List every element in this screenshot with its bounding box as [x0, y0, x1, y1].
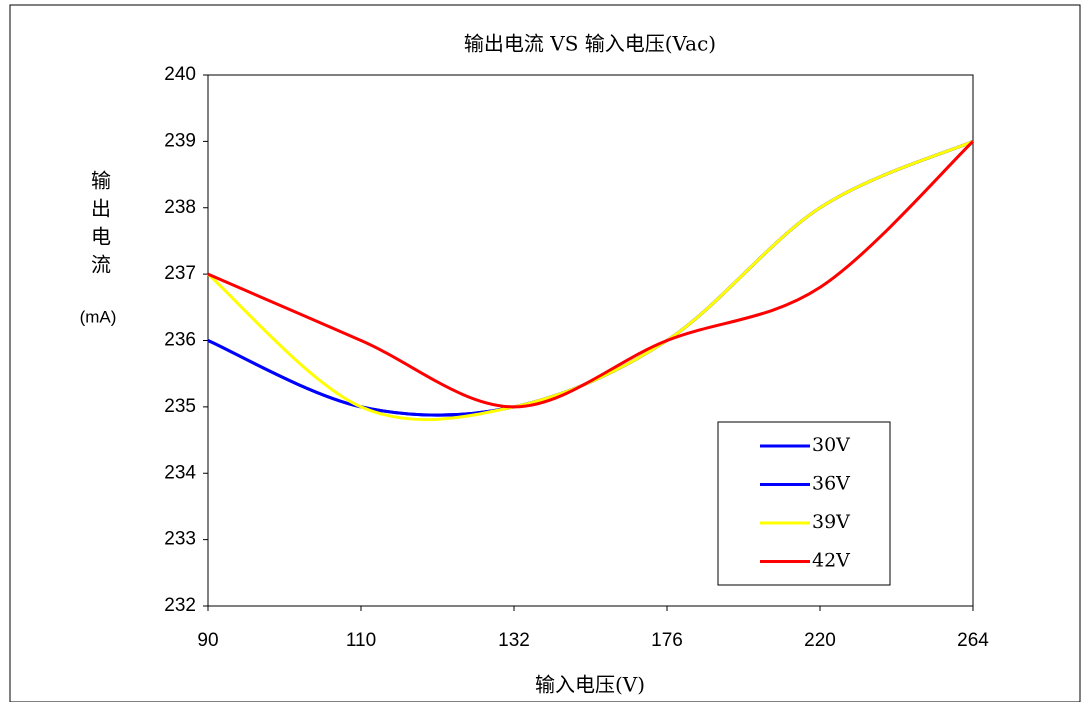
x-tick-label: 132 [498, 630, 530, 651]
y-axis-label: 输出电流 [88, 170, 112, 282]
x-tick-label: 220 [804, 630, 836, 651]
y-tick-label: 237 [164, 263, 196, 284]
y-tick-label: 239 [164, 130, 196, 151]
legend-label: 39V [812, 511, 850, 533]
y-axis-unit: (mA) [80, 307, 117, 326]
x-tick-label: 176 [651, 630, 683, 651]
series-line [208, 141, 973, 407]
chart-title: 输出电流 VS 输入电压(Vac) [464, 32, 716, 56]
chart: 输出电流 VS 输入电压(Vac) 输入电压(V) 输出电流 (mA) 232 2… [0, 0, 1086, 702]
x-tick-label: 110 [346, 630, 376, 651]
series-line [208, 141, 973, 415]
legend-label: 42V [812, 550, 850, 572]
y-tick-label: 238 [164, 197, 196, 218]
x-tick-label: 90 [197, 630, 218, 651]
legend-label: 36V [812, 473, 850, 495]
x-axis-label: 输入电压(V) [535, 673, 645, 697]
series-line [208, 141, 973, 419]
series-line [208, 141, 973, 415]
y-tick-label: 232 [164, 595, 196, 616]
legend-label: 30V [812, 434, 850, 456]
y-tick-label: 235 [164, 396, 196, 417]
y-tick-label: 236 [164, 330, 196, 351]
x-tick-label: 264 [957, 630, 989, 651]
y-tick-label: 233 [164, 529, 196, 550]
y-tick-label: 240 [164, 64, 196, 85]
y-tick-label: 234 [164, 462, 196, 483]
